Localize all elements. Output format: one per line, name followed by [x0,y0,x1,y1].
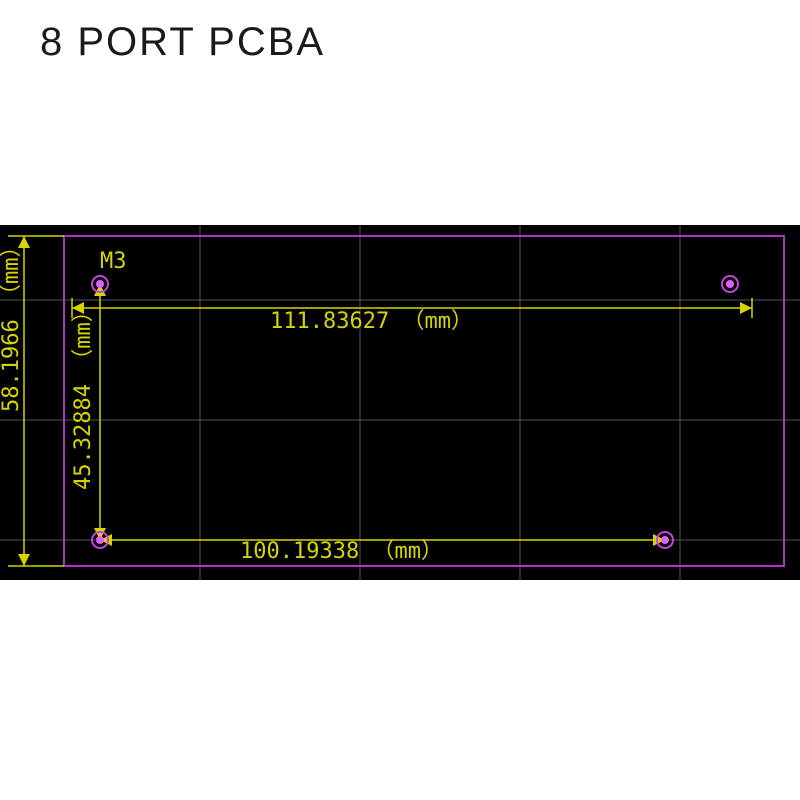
cad-drawing: 58.1966 （mm） 111.83627 （mm） 45.32884 （mm） 1… [0,0,800,800]
dimension-label: 58.1966 （mm） [0,236,24,412]
page-title: 8 PORT PCBA [40,20,325,65]
mounting-hole-center [96,280,104,288]
dimension-label: 100.19338 （mm） [240,539,443,564]
dimension-label: 45.32884 （mm） [71,300,96,490]
mounting-hole-center [726,280,734,288]
hole-spec-label: M3 [100,249,127,274]
mounting-hole-center [661,536,669,544]
dimension-label: 111.83627 （mm） [270,309,473,334]
mounting-hole-center [96,536,104,544]
page: 8 PORT PCBA 58.1966 （mm） 111.83627 （mm） 45… [0,0,800,800]
